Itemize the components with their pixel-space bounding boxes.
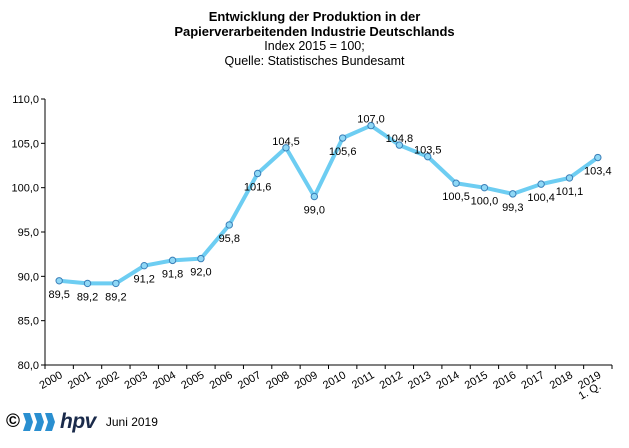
data-label: 100,5 — [442, 191, 470, 203]
data-point — [509, 190, 517, 198]
data-point — [338, 134, 347, 142]
data-point — [480, 183, 489, 192]
x-tick-label: 2006 — [208, 369, 235, 392]
data-label: 100,4 — [527, 192, 555, 204]
y-tick-label: 80,0 — [18, 360, 39, 372]
data-label: 103,5 — [414, 145, 442, 157]
x-tick-label: 2011 — [350, 369, 376, 391]
x-tick-label: 2014 — [434, 369, 461, 392]
footer-date: Juni 2019 — [105, 415, 158, 429]
data-label: 107,0 — [357, 114, 385, 126]
chart-subtitle-line2: Quelle: Statistisches Bundesamt — [224, 54, 405, 68]
data-point — [253, 169, 262, 178]
x-tick-label: 2000 — [37, 369, 64, 392]
y-tick-label: 100,0 — [11, 183, 39, 195]
data-point — [83, 279, 92, 288]
data-point — [395, 141, 404, 149]
data-label: 99,0 — [304, 205, 325, 217]
x-tick-label: 2009 — [293, 369, 320, 392]
data-point — [225, 221, 233, 229]
data-label: 89,2 — [105, 291, 126, 303]
chart-title-block: Entwicklung der Produktion in der Papier… — [0, 9, 629, 69]
series-line — [58, 123, 599, 286]
x-tick-label: 2003 — [123, 369, 150, 392]
data-label: 104,5 — [272, 136, 300, 148]
data-label: 100,0 — [471, 196, 499, 208]
data-label: 99,3 — [502, 202, 523, 214]
x-tick-label: 2010 — [321, 369, 348, 392]
data-label: 92,0 — [190, 267, 211, 279]
data-label: 104,8 — [386, 133, 414, 145]
data-point — [55, 277, 63, 285]
data-point — [537, 180, 545, 188]
y-tick-label: 110,0 — [12, 94, 39, 106]
x-tick-label: 2013 — [406, 369, 433, 392]
data-point — [452, 179, 460, 187]
data-point — [367, 121, 375, 130]
hpv-logo-icon — [23, 413, 56, 431]
x-tick-label: 2004 — [151, 369, 178, 392]
y-tick-label: 90,0 — [18, 271, 39, 283]
data-point — [197, 254, 205, 263]
brand-name: hpv — [60, 410, 96, 433]
data-point — [112, 279, 120, 288]
data-point — [565, 174, 574, 182]
y-tick-label: 105,0 — [11, 138, 39, 150]
chart-title-line1: Entwicklung der Produktion in der — [208, 9, 421, 24]
data-label: 103,4 — [584, 166, 612, 178]
data-point — [168, 256, 177, 265]
footer: © hpv Juni 2019 — [6, 410, 158, 434]
data-point — [140, 261, 148, 270]
data-point — [282, 144, 290, 152]
x-tick-label: 2016 — [491, 369, 518, 392]
data-label: 95,8 — [219, 233, 240, 245]
copyright-symbol: © — [6, 411, 20, 432]
data-point — [594, 153, 602, 162]
y-tick-label: 95,0 — [18, 227, 39, 239]
x-tick-label: 2001 — [66, 369, 93, 392]
data-label: 89,5 — [48, 289, 69, 301]
x-tick-label: 2015 — [463, 369, 490, 392]
chart-title-line2: Papierverarbeitenden Industrie Deutschla… — [174, 24, 455, 39]
x-tick-label: 2005 — [179, 369, 206, 392]
data-point — [310, 192, 319, 201]
x-tick-label: 2008 — [264, 369, 291, 392]
x-tick-label: 2017 — [519, 369, 546, 392]
x-tick-label: 2002 — [94, 369, 121, 392]
data-label: 101,1 — [556, 186, 584, 198]
x-tick-label: 2012 — [378, 369, 405, 392]
data-label: 91,2 — [134, 274, 155, 286]
data-label: 91,8 — [162, 268, 183, 280]
data-label: 105,6 — [329, 146, 357, 158]
data-label: 101,6 — [244, 181, 272, 193]
y-tick-label: 85,0 — [18, 316, 39, 328]
x-tick-label: 2007 — [236, 369, 263, 392]
data-label: 89,2 — [77, 291, 98, 303]
data-point — [424, 152, 432, 161]
x-tick-label: 2018 — [548, 369, 575, 392]
chart-subtitle-line1: Index 2015 = 100; — [264, 39, 365, 53]
